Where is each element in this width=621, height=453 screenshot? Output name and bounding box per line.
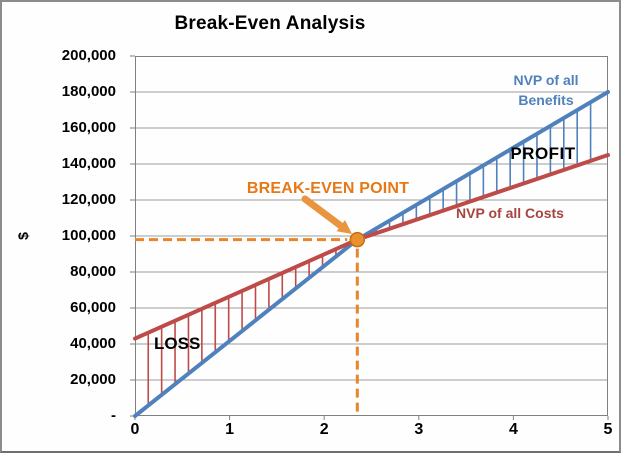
plot-border bbox=[135, 56, 608, 416]
x-tick-label: 4 bbox=[508, 421, 518, 438]
break-even-point-label: BREAK-EVEN POINT bbox=[246, 180, 410, 197]
x-tick-label: 2 bbox=[319, 421, 329, 438]
benefits-series-label-line1: NVP of all bbox=[513, 72, 579, 88]
y-tick-label: - bbox=[111, 407, 116, 424]
profit-region-label: PROFIT bbox=[510, 144, 576, 163]
y-tick-label: 120,000 bbox=[61, 191, 116, 208]
chart-title: Break-Even Analysis bbox=[174, 13, 366, 34]
y-tick-label: 20,000 bbox=[70, 371, 116, 388]
break-even-point-marker bbox=[349, 231, 366, 248]
y-tick-label: 200,000 bbox=[61, 47, 116, 64]
x-tick-label: 0 bbox=[130, 421, 140, 438]
y-tick-label: 140,000 bbox=[61, 155, 116, 172]
x-tick-label: 5 bbox=[603, 421, 613, 438]
benefits-series-label-line2: Benefits bbox=[518, 92, 574, 108]
y-tick-label: 180,000 bbox=[61, 83, 116, 100]
y-tick-label: 80,000 bbox=[70, 263, 116, 280]
x-tick-label: 1 bbox=[225, 421, 235, 438]
y-tick-label: 160,000 bbox=[61, 119, 116, 136]
break-even-arrow-head bbox=[336, 220, 352, 234]
y-tick-label: 100,000 bbox=[61, 227, 116, 244]
y-tick-label: 60,000 bbox=[70, 299, 116, 316]
x-tick-label: 3 bbox=[414, 421, 424, 438]
y-tick-label: 40,000 bbox=[70, 335, 116, 352]
break-even-arrow-shaft bbox=[301, 195, 345, 230]
loss-region-label: LOSS bbox=[154, 334, 201, 353]
costs-series-label: NVP of all Costs bbox=[456, 205, 564, 221]
benefits-series-label: NVP of all Benefits bbox=[500, 72, 592, 112]
plot-area bbox=[130, 55, 610, 420]
